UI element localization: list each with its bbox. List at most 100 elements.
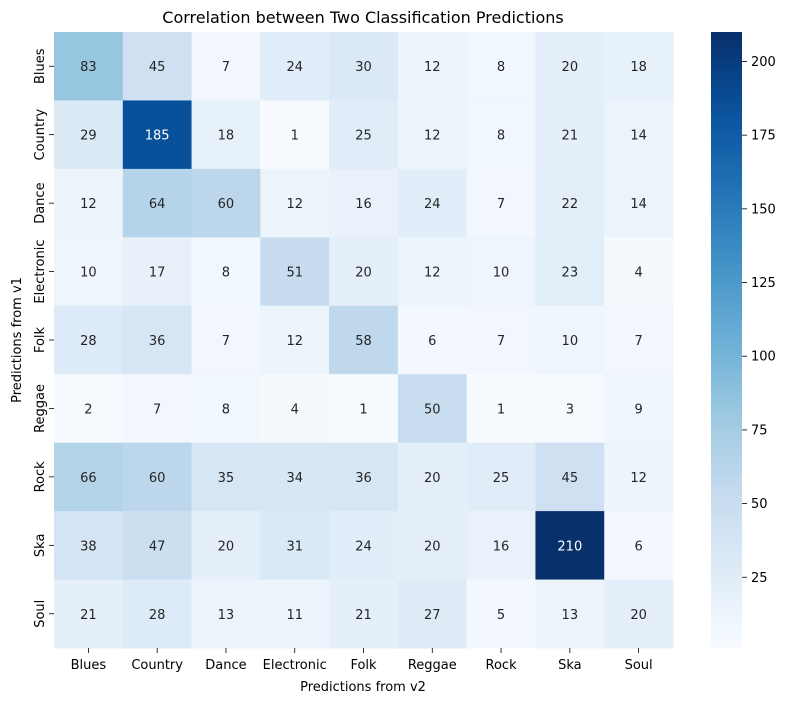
cell-value-label: 18 (630, 60, 647, 75)
heatmap-cell (397, 237, 468, 307)
y-tick-label: Electronic (33, 240, 48, 304)
heatmap-cell (535, 32, 605, 101)
heatmap-cell (329, 305, 399, 375)
cell-value-label: 20 (355, 266, 372, 281)
cell-value-label: 5 (497, 608, 505, 623)
heatmap-cell (535, 168, 605, 238)
heatmap-cell (191, 237, 261, 307)
cell-value-label: 12 (286, 197, 303, 212)
heatmap-cell (466, 100, 536, 170)
cell-value-label: 6 (634, 539, 642, 554)
x-axis-label: Predictions from v2 (300, 680, 426, 695)
heatmap-cell (466, 442, 536, 512)
y-tick-label: Ska (33, 534, 48, 558)
heatmap-cell (397, 32, 468, 101)
cell-value-label: 12 (286, 334, 303, 349)
cell-value-label: 8 (497, 60, 505, 75)
heatmap-cell (191, 305, 261, 375)
cell-value-label: 20 (630, 608, 647, 623)
heatmap-cell (535, 237, 605, 307)
colorbar-tick-label: 200 (751, 55, 776, 70)
heatmap-cell (604, 442, 674, 512)
cell-value-label: 36 (149, 334, 166, 349)
y-tick-label: Rock (33, 461, 48, 493)
heatmap-cell (466, 374, 536, 444)
cell-value-label: 47 (149, 539, 166, 554)
heatmap-cell (260, 579, 330, 649)
heatmap-cell (191, 374, 261, 444)
heatmap-cell (466, 168, 536, 238)
heatmap-cell (329, 168, 399, 238)
heatmap-cell (535, 305, 605, 375)
cell-value-label: 24 (424, 197, 441, 212)
cell-value-label: 7 (222, 334, 230, 349)
heatmap-cell (397, 442, 468, 512)
heatmap-cell (397, 305, 468, 375)
cell-value-label: 4 (634, 266, 642, 281)
cell-value-label: 30 (355, 60, 372, 75)
y-tick-label: Folk (33, 326, 48, 353)
heatmap-cell (466, 579, 536, 649)
heatmap-cell (122, 579, 193, 649)
cell-value-label: 20 (218, 539, 235, 554)
cell-value-label: 21 (355, 608, 372, 623)
cell-value-label: 45 (562, 471, 579, 486)
cell-value-label: 25 (493, 471, 510, 486)
cell-value-label: 16 (493, 539, 510, 554)
heatmap-cell (397, 511, 468, 581)
cell-value-label: 7 (497, 334, 505, 349)
cell-value-label: 27 (424, 608, 441, 623)
cell-value-label: 20 (424, 539, 441, 554)
cell-value-label: 3 (566, 402, 574, 417)
colorbar-tick-label: 175 (751, 129, 776, 144)
heatmap-cell (122, 374, 193, 444)
x-tick-label: Folk (350, 658, 377, 673)
heatmap-cell (329, 511, 399, 581)
heatmap-cell (466, 305, 536, 375)
heatmap-cell (260, 511, 330, 581)
cell-value-label: 28 (149, 608, 166, 623)
cell-value-label: 6 (428, 334, 436, 349)
heatmap-cell (604, 374, 674, 444)
cell-value-label: 8 (497, 129, 505, 144)
colorbar-tick-label: 125 (751, 276, 776, 291)
heatmap-cell (260, 305, 330, 375)
cell-value-label: 64 (149, 197, 166, 212)
colorbar-tick-label: 100 (751, 350, 776, 365)
cell-value-label: 60 (218, 197, 235, 212)
heatmap-cell (260, 100, 330, 170)
cell-value-label: 22 (562, 197, 579, 212)
heatmap-cell (466, 511, 536, 581)
heatmap-cell (191, 32, 261, 101)
cell-value-label: 83 (80, 60, 97, 75)
cell-value-label: 1 (497, 402, 505, 417)
cell-value-label: 1 (291, 129, 299, 144)
cell-value-label: 18 (218, 129, 235, 144)
cell-value-label: 60 (149, 471, 166, 486)
y-axis: Blues Country Dance Electronic Folk Reggae Roc… (33, 48, 54, 628)
heatmap-cell (329, 32, 399, 101)
heatmap-cell (466, 32, 536, 101)
heatmap-cell (535, 442, 605, 512)
cell-value-label: 17 (149, 266, 166, 281)
cell-value-label: 20 (424, 471, 441, 486)
colorbar: 25 50 75 100 125 150 175 200 (711, 32, 776, 648)
cell-value-label: 4 (291, 402, 299, 417)
y-tick-label: Country (33, 109, 48, 161)
heatmap-cell (329, 100, 399, 170)
heatmap-cell (604, 100, 674, 170)
cell-value-label: 45 (149, 60, 166, 75)
cell-value-label: 38 (80, 539, 97, 554)
heatmap-cell (604, 237, 674, 307)
cell-value-label: 28 (80, 334, 97, 349)
cell-value-label: 7 (634, 334, 642, 349)
heatmap-cell (54, 511, 124, 581)
x-tick-label: Rock (486, 658, 518, 673)
cell-value-label: 10 (493, 266, 510, 281)
heatmap-cell (535, 511, 605, 581)
cell-value-label: 16 (355, 197, 372, 212)
heatmap-cell (604, 32, 674, 101)
heatmap-cell (260, 168, 330, 238)
x-tick-label: Electronic (263, 658, 327, 673)
